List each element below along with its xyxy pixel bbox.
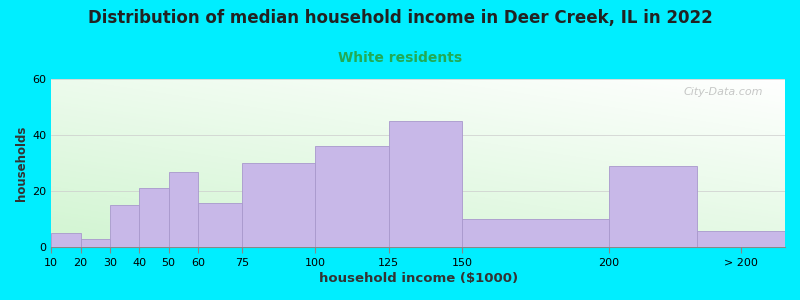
Bar <box>139 188 169 248</box>
Bar <box>609 166 697 247</box>
Bar <box>389 121 462 248</box>
Y-axis label: households: households <box>15 125 28 201</box>
X-axis label: household income ($1000): household income ($1000) <box>318 272 518 285</box>
Bar <box>110 205 139 248</box>
Text: White residents: White residents <box>338 51 462 65</box>
Bar <box>315 146 389 248</box>
Bar <box>169 172 198 248</box>
Bar <box>81 239 110 248</box>
Text: Distribution of median household income in Deer Creek, IL in 2022: Distribution of median household income … <box>88 9 712 27</box>
Text: City-Data.com: City-Data.com <box>683 87 763 98</box>
Bar <box>242 163 315 248</box>
Bar <box>462 219 609 247</box>
Bar <box>51 233 81 248</box>
Bar <box>697 231 785 248</box>
Bar <box>198 202 242 247</box>
